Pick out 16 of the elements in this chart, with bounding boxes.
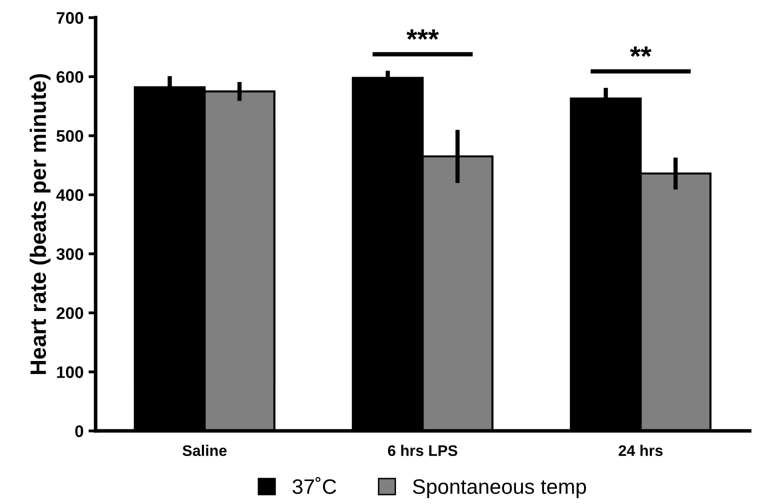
y-tick-label: 200 [56,307,84,320]
x-tick-label: 24 hrs [618,444,663,456]
y-tick-label: 600 [56,71,84,83]
y-tick-label: 400 [56,189,84,201]
y-tick-label: 300 [56,248,84,260]
y-axis-title: Heart rate (beats per minute) [30,74,50,374]
annotation: *** [406,29,439,40]
x-tick-label: 6 hrs LPS [388,444,458,456]
y-tick-label: 0 [75,425,84,438]
x-tick-label: Saline [182,444,227,456]
legend-label: 37˚C [292,477,336,494]
y-tick-label: 700 [56,12,84,24]
y-tick-label: 500 [56,130,84,142]
y-tick-label: 100 [57,366,84,378]
annotation: ** [630,46,652,57]
legend-label: Spontaneous temp [412,479,586,498]
